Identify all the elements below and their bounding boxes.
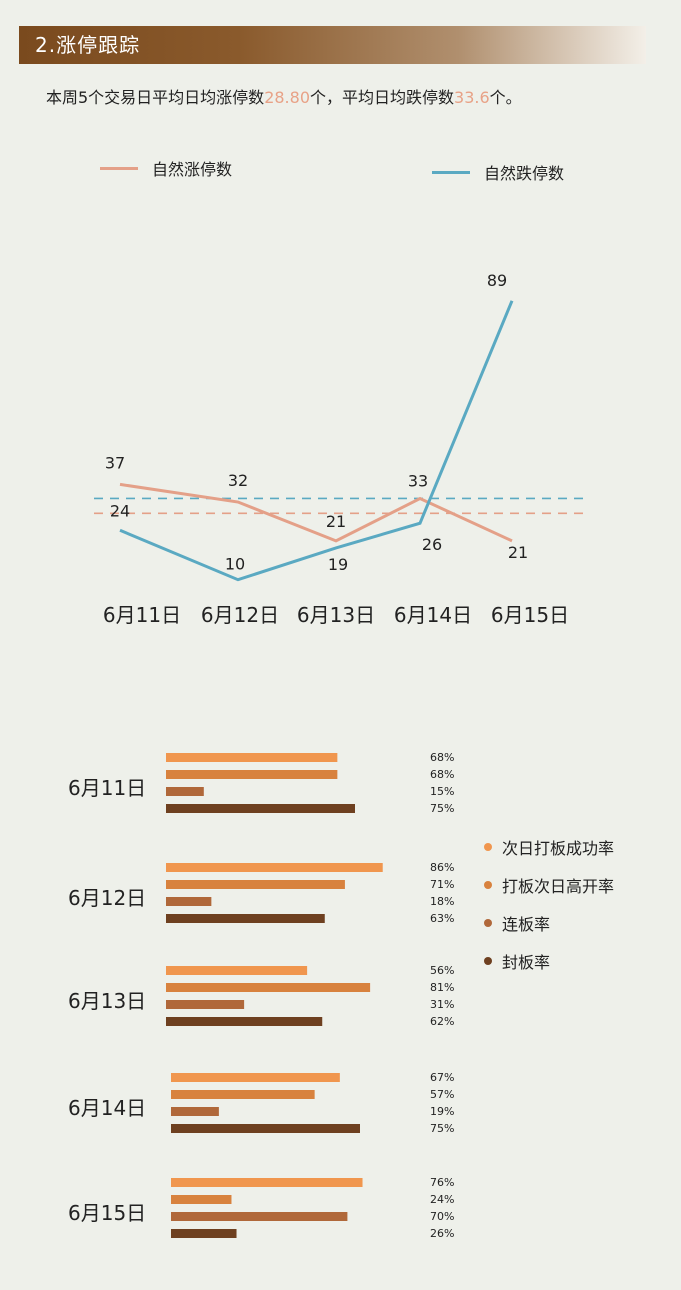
data-label-limit-up: 21 (326, 512, 346, 531)
legend-dot (484, 881, 492, 889)
bar (166, 966, 308, 975)
bar-value-label: 62% (430, 1015, 454, 1028)
bar-group-label: 6月12日 (68, 886, 146, 910)
bar-value-label: 86% (430, 861, 454, 874)
data-label-limit-down: 24 (110, 501, 130, 520)
bar (171, 1124, 360, 1133)
bar-value-label: 68% (430, 751, 454, 764)
summary-text: 本周5个交易日平均日均涨停数28.80个，平均日均跌停数33.6个。 (46, 84, 522, 108)
limit-down-average: 33.6 (454, 88, 490, 107)
bar (171, 1107, 219, 1116)
bar-group-label: 6月13日 (68, 989, 146, 1013)
bar (166, 983, 371, 992)
bar-value-label: 56% (430, 964, 454, 977)
bar (166, 1000, 245, 1009)
x-axis-label: 6月11日 (103, 603, 181, 627)
bar (166, 897, 212, 906)
bar-value-label: 63% (430, 912, 454, 925)
summary-prefix: 本周5个交易日平均日均涨停数 (46, 88, 265, 107)
legend-label: 打板次日高开率 (502, 877, 615, 896)
data-label-limit-up: 32 (228, 471, 248, 490)
data-label-limit-down: 10 (225, 555, 245, 574)
bar (166, 1017, 323, 1026)
data-label-limit-up: 33 (408, 472, 428, 491)
bar-value-label: 67% (430, 1071, 454, 1084)
bar-value-label: 26% (430, 1227, 454, 1240)
bar-legend-item: 连板率 (484, 911, 550, 935)
legend-dot (484, 843, 492, 851)
bar (171, 1212, 348, 1221)
bar-group-label: 6月14日 (68, 1096, 146, 1120)
bar-group-label: 6月11日 (68, 776, 146, 800)
summary-middle: 个，平均日均跌停数 (310, 88, 455, 107)
legend-swatch (100, 166, 138, 170)
bar (166, 753, 338, 762)
bar (166, 770, 338, 779)
x-axis-label: 6月14日 (394, 603, 472, 627)
data-label-limit-down: 26 (422, 535, 442, 554)
bar-value-label: 18% (430, 895, 454, 908)
bar (166, 804, 355, 813)
x-axis-label: 6月13日 (297, 603, 375, 627)
legend-swatch (432, 170, 470, 174)
x-axis-label: 6月12日 (201, 603, 279, 627)
x-axis-label: 6月15日 (491, 603, 569, 627)
section-header: 2.涨停跟踪 (19, 26, 646, 64)
data-label-limit-down: 19 (328, 555, 348, 574)
summary-suffix: 个。 (489, 88, 522, 107)
bar-value-label: 76% (430, 1176, 454, 1189)
data-label-limit-up: 21 (508, 543, 528, 562)
data-label-limit-down: 89 (487, 271, 507, 290)
bar (166, 914, 325, 923)
bar-legend-item: 打板次日高开率 (484, 873, 614, 897)
bar-value-label: 70% (430, 1210, 454, 1223)
legend-label: 封板率 (502, 953, 551, 972)
bar (166, 880, 345, 889)
bar-legend-item: 封板率 (484, 949, 550, 973)
bar (171, 1073, 340, 1082)
legend-label: 自然跌停数 (484, 164, 565, 183)
bar (171, 1090, 315, 1099)
series-line-limit-up (119, 482, 513, 543)
bar-value-label: 31% (430, 998, 454, 1011)
legend-label: 次日打板成功率 (502, 839, 615, 858)
bar (171, 1178, 363, 1187)
bar (171, 1195, 232, 1204)
limit-up-average: 28.80 (264, 88, 310, 107)
legend-dot (484, 957, 492, 965)
legend-item-limit-down: 自然跌停数 (432, 160, 564, 184)
series-line-limit-down (119, 300, 514, 582)
legend-dot (484, 919, 492, 927)
bar-value-label: 19% (430, 1105, 454, 1118)
bar-value-label: 68% (430, 768, 454, 781)
bar-value-label: 24% (430, 1193, 454, 1206)
legend-label: 连板率 (502, 915, 551, 934)
line-chart: 37 32 21 33 21 24 10 19 26 89 6月11日 6月12日 6月13日 6月14日… (94, 271, 588, 627)
bar-value-label: 57% (430, 1088, 454, 1101)
bar-value-label: 81% (430, 981, 454, 994)
bar (166, 787, 204, 796)
bar (171, 1229, 237, 1238)
bar-group-label: 6月15日 (68, 1201, 146, 1225)
bar (166, 863, 383, 872)
bar-legend-item: 次日打板成功率 (484, 835, 614, 859)
section-title: 2.涨停跟踪 (35, 33, 141, 57)
data-label-limit-up: 37 (105, 453, 125, 472)
legend-label: 自然涨停数 (152, 160, 233, 179)
bar-value-label: 75% (430, 802, 454, 815)
bar-value-label: 71% (430, 878, 454, 891)
bar-value-label: 15% (430, 785, 454, 798)
bar-value-label: 75% (430, 1122, 454, 1135)
legend-item-limit-up: 自然涨停数 (100, 156, 232, 180)
